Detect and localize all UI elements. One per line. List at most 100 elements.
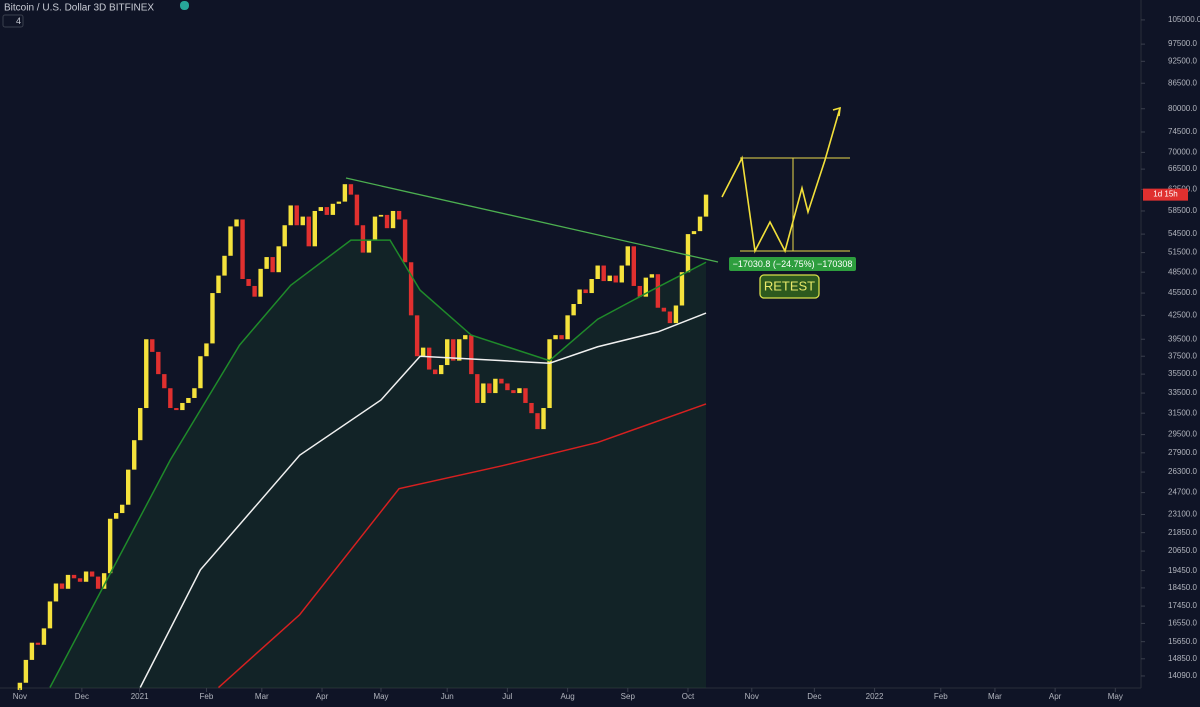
candle-body (192, 388, 197, 398)
x-tick-label: 2022 (866, 692, 884, 701)
x-tick-label: Feb (934, 692, 948, 701)
candle-body (318, 207, 324, 211)
candle-body (372, 216, 378, 241)
candle-body (126, 469, 131, 505)
retest-box (759, 274, 820, 299)
y-tick-label: 42500.0 (1168, 310, 1197, 319)
x-tick-label: Aug (560, 692, 574, 701)
candle-body (306, 216, 311, 247)
candle-body (408, 262, 414, 316)
candle-body (691, 231, 697, 235)
candle-body (258, 268, 263, 297)
candle-body (523, 388, 528, 403)
y-tick-label: 14090.0 (1168, 671, 1197, 680)
interval-menu-text[interactable]: 4 (16, 16, 21, 26)
candle-body (655, 274, 661, 308)
candle-body (396, 210, 402, 220)
candle-body (661, 307, 667, 312)
candle-body (541, 408, 546, 430)
y-tick-label: 74500.0 (1168, 127, 1197, 136)
candle-body (35, 642, 41, 645)
y-tick-label: 15650.0 (1168, 637, 1197, 646)
candle-body (77, 578, 83, 582)
candle-body (113, 513, 119, 519)
candle-body (649, 274, 655, 278)
candle-body (294, 205, 299, 226)
candle-body (360, 225, 366, 253)
x-tick-label: May (373, 692, 388, 701)
candle-body (613, 275, 618, 283)
candle-body (481, 383, 486, 403)
candle-body (679, 272, 685, 306)
candle-body (499, 378, 504, 384)
arrow-head (832, 106, 841, 117)
x-tick-label: Mar (255, 692, 269, 701)
candle-body (589, 279, 594, 294)
candle-body (637, 285, 643, 297)
candle-body (571, 304, 576, 316)
y-tick-label: 86500.0 (1168, 78, 1197, 87)
candle-body (59, 583, 65, 589)
candle-body (132, 440, 137, 470)
x-tick-label: Sep (621, 692, 636, 701)
candle-body (697, 216, 703, 232)
y-tick-label: 105000.0 (1168, 15, 1200, 24)
candle-body (619, 265, 624, 283)
x-tick-label: Oct (682, 692, 695, 701)
trend-line (345, 177, 719, 263)
candle-body (53, 583, 59, 602)
plot-area (17, 184, 709, 690)
candle-body (469, 335, 474, 375)
y-tick-label: 48500.0 (1168, 267, 1197, 276)
y-tick-label: 70000.0 (1168, 147, 1197, 156)
status-dot (180, 1, 189, 10)
y-tick-label: 45500.0 (1168, 288, 1197, 297)
y-tick-label: 17450.0 (1168, 601, 1197, 610)
candle-body (487, 383, 492, 394)
moving-average (49, 239, 707, 688)
candle-body (643, 277, 649, 297)
candle-body (156, 351, 161, 375)
candle-body (29, 642, 35, 660)
candle-body (420, 347, 426, 357)
candle-body (216, 275, 221, 294)
y-tick-label: 66500.0 (1168, 164, 1197, 173)
candle-body (282, 225, 287, 247)
candle-body (342, 184, 348, 202)
interval-menu[interactable] (2, 14, 24, 28)
x-tick-label: Jul (502, 692, 512, 701)
y-tick-label: 37500.0 (1168, 351, 1197, 360)
candle-body (95, 576, 101, 589)
candle-body (210, 293, 215, 344)
candle-body (312, 210, 317, 247)
projection-path (721, 107, 841, 254)
candle-body (240, 219, 245, 280)
candle-body (336, 201, 342, 204)
candle-body (252, 285, 257, 297)
candle-body (432, 369, 438, 375)
candle-body (228, 226, 233, 256)
moving-average (217, 403, 707, 689)
y-tick-label: 92500.0 (1168, 56, 1197, 65)
candle-body (276, 246, 281, 273)
candle-body (583, 289, 588, 294)
candle-body (402, 219, 408, 263)
measure-label: −17030.8 (−24.75%) −170308 (733, 259, 853, 269)
y-tick-label: 23100.0 (1168, 510, 1197, 519)
projection: −17030.8 (−24.75%) −170308 RETEST (345, 106, 856, 299)
candle-body (414, 315, 420, 357)
x-tick-label: Feb (200, 692, 214, 701)
candle-body (595, 265, 600, 280)
candle-body (565, 315, 570, 340)
candle-body (384, 214, 390, 229)
candle-body (667, 311, 673, 324)
candle-body (426, 347, 432, 370)
candle-body (288, 205, 293, 226)
candle-body (511, 390, 516, 394)
candle-body (204, 343, 209, 357)
candle-body (625, 246, 630, 266)
y-tick-label: 18450.0 (1168, 583, 1197, 592)
y-tick-label: 31500.0 (1168, 408, 1197, 417)
